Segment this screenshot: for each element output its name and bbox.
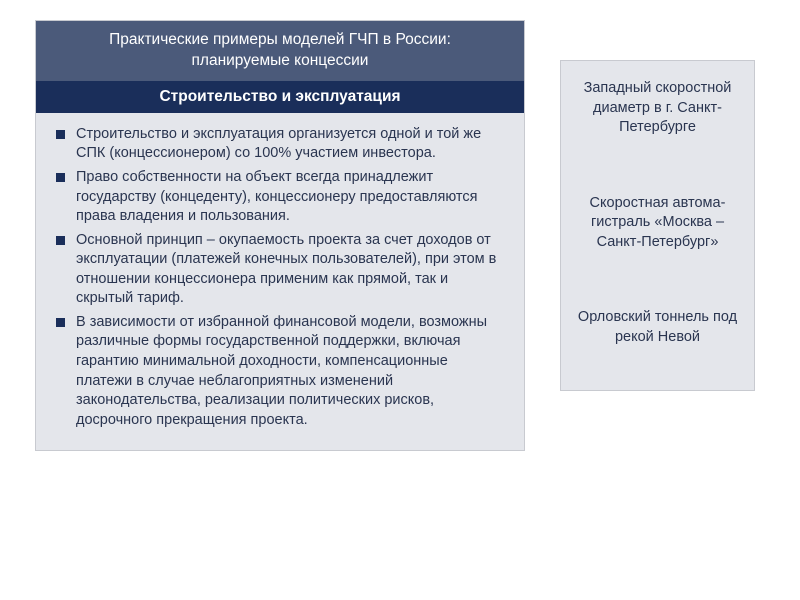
- side-panel: Западный скоростной диаметр в г. Санкт-П…: [560, 60, 755, 391]
- side-item: Скоростная автома­гистраль «Москва – Сан…: [571, 194, 744, 253]
- side-item: Западный скоростной диаметр в г. Санкт-П…: [571, 79, 744, 138]
- title-line-1: Практические примеры моделей ГЧП в Росси…: [109, 31, 451, 48]
- bullet-item: В зависимости от избранной финансовой мо…: [54, 313, 506, 430]
- bullet-item: Основной принцип – окупаемость проекта з…: [54, 231, 506, 309]
- side-item: Орловский тоннель под рекой Невой: [571, 308, 744, 347]
- panel-subheader: Строительство и эксплуатация: [36, 81, 524, 113]
- bullet-item: Строительство и эксплуатация организуетс…: [54, 125, 506, 164]
- subheader-text: Строительство и эксплуатация: [159, 88, 400, 105]
- title-line-2: планируемые концессии: [192, 52, 369, 69]
- panel-title: Практические примеры моделей ГЧП в Росси…: [36, 21, 524, 81]
- bullet-list: Строительство и эксплуатация организуетс…: [54, 125, 506, 430]
- panel-body: Строительство и эксплуатация организуетс…: [36, 113, 524, 450]
- main-panel: Практические примеры моделей ГЧП в Росси…: [35, 20, 525, 451]
- bullet-item: Право собственности на объект всегда при…: [54, 168, 506, 227]
